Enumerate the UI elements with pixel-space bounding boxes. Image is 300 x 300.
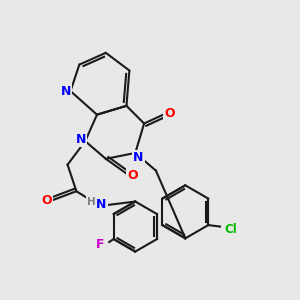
Text: N: N [76,133,86,146]
Text: N: N [96,198,106,211]
Text: O: O [164,107,175,120]
Text: Cl: Cl [225,223,237,236]
Text: H: H [87,197,96,207]
Text: O: O [41,194,52,207]
Text: O: O [128,169,138,182]
Text: N: N [61,85,71,98]
Text: N: N [133,151,143,164]
Text: F: F [95,238,104,251]
